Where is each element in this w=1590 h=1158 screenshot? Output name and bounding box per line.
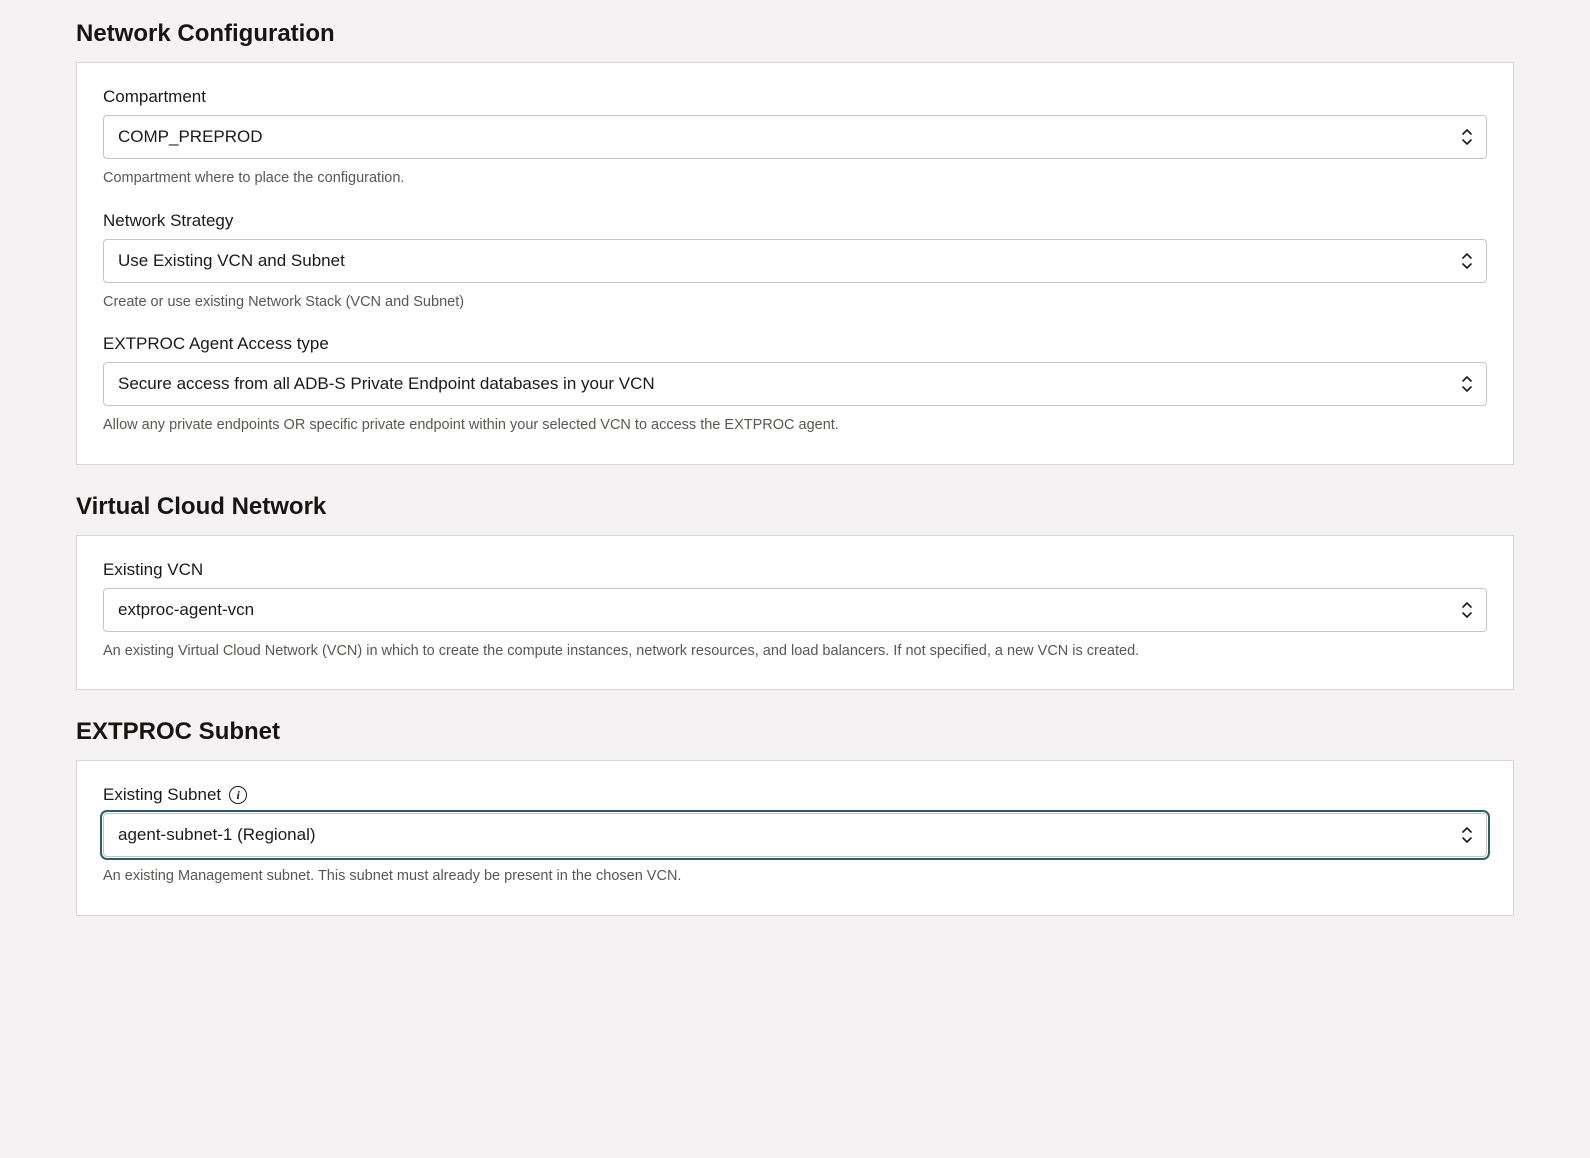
label-existing-subnet-text: Existing Subnet — [103, 785, 221, 805]
select-compartment[interactable]: COMP_PREPROD — [103, 115, 1487, 159]
label-compartment: Compartment — [103, 87, 1487, 107]
field-network-strategy: Network Strategy Use Existing VCN and Su… — [103, 211, 1487, 313]
select-existing-subnet-value: agent-subnet-1 (Regional) — [118, 825, 316, 845]
helper-network-strategy: Create or use existing Network Stack (VC… — [103, 293, 1487, 313]
helper-extproc-access: Allow any private endpoints OR specific … — [103, 416, 1487, 436]
info-icon[interactable]: i — [229, 786, 247, 804]
select-existing-vcn-value: extproc-agent-vcn — [118, 600, 254, 620]
field-existing-vcn: Existing VCN extproc-agent-vcn An existi… — [103, 560, 1487, 662]
helper-existing-vcn: An existing Virtual Cloud Network (VCN) … — [103, 642, 1487, 662]
label-existing-subnet: Existing Subnet i — [103, 785, 1487, 805]
section-title-network-config: Network Configuration — [76, 20, 1514, 48]
panel-subnet: Existing Subnet i agent-subnet-1 (Region… — [76, 760, 1514, 916]
helper-existing-subnet: An existing Management subnet. This subn… — [103, 867, 1487, 887]
label-network-strategy: Network Strategy — [103, 211, 1487, 231]
section-title-vcn: Virtual Cloud Network — [76, 493, 1514, 521]
label-existing-vcn: Existing VCN — [103, 560, 1487, 580]
field-compartment: Compartment COMP_PREPROD Compartment whe… — [103, 87, 1487, 189]
field-extproc-access: EXTPROC Agent Access type Secure access … — [103, 334, 1487, 436]
panel-vcn: Existing VCN extproc-agent-vcn An existi… — [76, 535, 1514, 691]
panel-network-config: Compartment COMP_PREPROD Compartment whe… — [76, 62, 1514, 465]
field-existing-subnet: Existing Subnet i agent-subnet-1 (Region… — [103, 785, 1487, 887]
section-title-subnet: EXTPROC Subnet — [76, 718, 1514, 746]
select-existing-vcn[interactable]: extproc-agent-vcn — [103, 588, 1487, 632]
select-existing-subnet[interactable]: agent-subnet-1 (Regional) — [103, 813, 1487, 857]
select-network-strategy-value: Use Existing VCN and Subnet — [118, 251, 345, 271]
select-compartment-value: COMP_PREPROD — [118, 127, 263, 147]
select-extproc-access-value: Secure access from all ADB-S Private End… — [118, 374, 655, 394]
label-extproc-access: EXTPROC Agent Access type — [103, 334, 1487, 354]
select-extproc-access[interactable]: Secure access from all ADB-S Private End… — [103, 362, 1487, 406]
helper-compartment: Compartment where to place the configura… — [103, 169, 1487, 189]
select-network-strategy[interactable]: Use Existing VCN and Subnet — [103, 239, 1487, 283]
